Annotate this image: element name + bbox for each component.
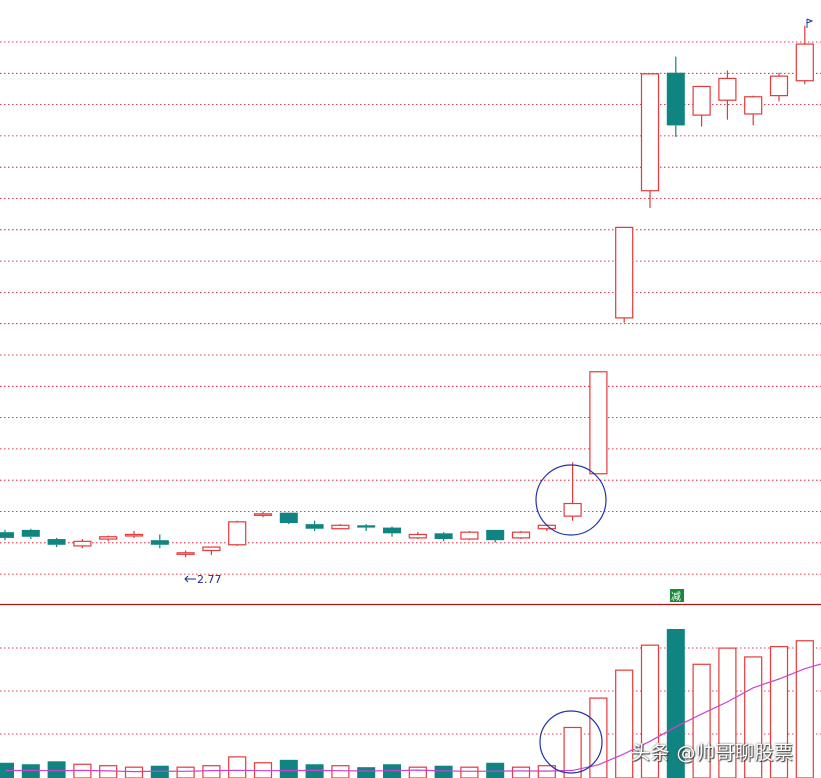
- candle: [73, 539, 92, 549]
- volume-bar-up: [537, 765, 556, 778]
- candle: [279, 512, 298, 525]
- candle-body-up: [511, 531, 531, 539]
- candle: [124, 531, 144, 538]
- price-grid: [0, 41, 821, 575]
- volume-bar-up: [408, 766, 427, 778]
- candle: [563, 462, 582, 521]
- candle: [357, 524, 376, 532]
- price-candles: [0, 25, 814, 558]
- volume-bar-up: [692, 663, 711, 778]
- candle-body-up: [744, 96, 763, 115]
- candle: [202, 546, 221, 556]
- volume-bar-up: [795, 640, 814, 778]
- candle: [589, 371, 608, 475]
- volume-bar-up: [460, 766, 479, 778]
- candle: [99, 535, 118, 542]
- candle: [615, 226, 634, 323]
- candle: [331, 524, 350, 530]
- candle-body-down: [486, 529, 505, 541]
- candle-body-up: [640, 73, 660, 192]
- candle-body-down: [279, 512, 298, 524]
- candle-body-up: [202, 546, 221, 552]
- volume-bars: [0, 629, 814, 778]
- volume-bar-down: [150, 765, 169, 778]
- volume-bar-down: [666, 629, 685, 778]
- low-price-marker: 2.77: [184, 573, 222, 586]
- candle: [434, 532, 453, 542]
- candle: [718, 70, 737, 120]
- candle: [228, 520, 247, 546]
- candle-body-up: [228, 521, 247, 546]
- volume-bar-down: [486, 762, 505, 778]
- candle: [21, 528, 40, 540]
- candle: [640, 73, 660, 208]
- volume-bar-up: [228, 756, 247, 778]
- candle-body-up: [692, 85, 711, 116]
- volume-bar-up: [176, 766, 195, 778]
- volume-bar-up: [589, 697, 608, 778]
- candle-body-up: [589, 371, 608, 475]
- candle-body-up: [253, 513, 273, 516]
- reduce-badge: 减: [670, 589, 684, 603]
- candle-body-down: [383, 527, 401, 534]
- candle-body-down: [357, 525, 376, 528]
- candle-body-up: [331, 524, 350, 530]
- volume-bar-up: [202, 765, 221, 778]
- candle: [305, 520, 324, 532]
- candle-body-down: [666, 72, 685, 126]
- volume-bar-down: [434, 765, 453, 778]
- candle-body-down: [47, 539, 66, 545]
- reduce-badge-label: 减: [671, 591, 681, 603]
- candle-body-down: [150, 540, 169, 545]
- volume-bar-down: [21, 764, 40, 778]
- candle-body-up: [408, 533, 427, 539]
- candle-body-up: [73, 540, 92, 547]
- candle: [460, 531, 479, 541]
- candle-body-down: [0, 532, 14, 538]
- volume-bar-up: [511, 766, 531, 778]
- volume-bar-down: [279, 759, 298, 778]
- candle: [408, 532, 427, 540]
- candle: [744, 95, 763, 126]
- candle-body-down: [21, 529, 40, 537]
- candle: [795, 25, 814, 85]
- candle: [692, 85, 711, 127]
- candle: [47, 537, 66, 548]
- price-highlight-circle: [535, 464, 607, 536]
- candle-body-up: [718, 77, 737, 101]
- candle: [511, 531, 531, 540]
- candle-body-up: [615, 226, 634, 319]
- low-price-label: 2.77: [197, 573, 222, 586]
- volume-ma-line: [4, 663, 821, 773]
- volume-bar-up: [124, 766, 144, 778]
- candle: [666, 56, 685, 137]
- candle-body-up: [563, 502, 582, 517]
- candle-body-down: [305, 524, 324, 529]
- candle: [486, 529, 505, 543]
- candle: [253, 511, 273, 518]
- candle: [150, 534, 169, 549]
- candle-body-up: [99, 536, 118, 540]
- candle-body-up: [460, 531, 479, 540]
- candle: [0, 529, 14, 541]
- volume-bar-down: [357, 767, 376, 778]
- volume-bar-up: [73, 763, 92, 778]
- candle-body-up: [795, 43, 814, 82]
- volume-bar-up: [99, 765, 118, 778]
- candle-body-up: [124, 533, 144, 537]
- candle-body-down: [434, 533, 453, 540]
- candle: [769, 72, 789, 102]
- candle: [176, 550, 195, 558]
- candle: [383, 526, 401, 537]
- volume-highlight-circle: [539, 710, 603, 774]
- volume-bar-down: [305, 764, 324, 778]
- candle-body-up: [769, 75, 789, 97]
- volume-bar-up: [331, 765, 350, 778]
- volume-bar-down: [47, 761, 66, 778]
- watermark: 头条 @帅哥聊股票: [631, 742, 794, 764]
- high-flag-icon: [806, 18, 814, 28]
- candle-body-up: [176, 552, 195, 555]
- volume-bar-up: [769, 646, 789, 778]
